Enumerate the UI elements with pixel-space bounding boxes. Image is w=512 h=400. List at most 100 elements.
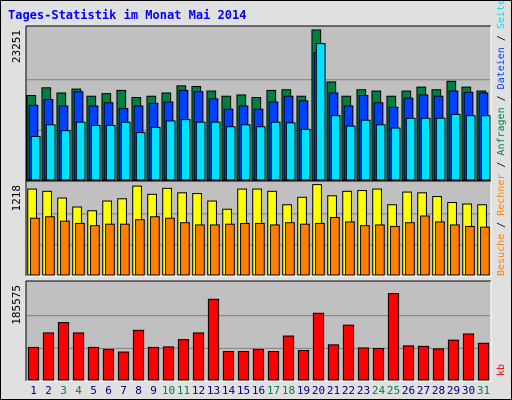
bar-bottom-kb-20: [312, 312, 325, 381]
bar-bottom-kb-19-rect: [297, 350, 310, 381]
bar-top-seiten-16: [255, 126, 266, 181]
x-tick-label: 27: [417, 384, 430, 397]
bar-top-seiten-15: [240, 124, 251, 181]
bar-top-seiten-27-rect: [420, 117, 431, 181]
legend-separator: /: [496, 89, 507, 107]
bar-middle-rechner-3-rect: [60, 220, 70, 276]
bar-bottom-kb-2-rect: [42, 332, 55, 381]
bar-bottom-kb-4-rect: [72, 332, 85, 381]
bar-middle-rechner-5-rect: [90, 225, 100, 276]
bar-bottom-kb-15: [237, 351, 250, 381]
bar-top-seiten-18: [285, 122, 296, 181]
bar-middle-rechner-18-rect: [285, 222, 295, 276]
x-tick-label: 29: [447, 384, 460, 397]
bar-top-seiten-23-rect: [360, 119, 371, 181]
bar-middle-rechner-1: [30, 217, 40, 276]
x-tick-label: 26: [402, 384, 415, 397]
bar-bottom-kb-3-rect: [57, 322, 70, 381]
bar-bottom-kb-14-rect: [222, 351, 235, 381]
bar-top-seiten-30: [465, 115, 476, 181]
bar-bottom-kb-28: [432, 348, 445, 381]
y-max-label: 1218: [10, 185, 23, 212]
bar-bottom-kb-18: [282, 335, 295, 381]
bar-top-seiten-6-rect: [105, 124, 116, 181]
legend-item-seiten: Seiten: [496, 1, 507, 29]
legend-separator: /: [496, 216, 507, 234]
bar-bottom-kb-5: [87, 346, 100, 381]
bar-middle-rechner-16-rect: [255, 222, 265, 276]
x-tick-label: 21: [327, 384, 340, 397]
bar-bottom-kb-11: [177, 339, 190, 381]
bar-top-seiten-22-rect: [345, 125, 356, 181]
bar-top-seiten-19: [300, 128, 311, 181]
bar-bottom-kb-8-rect: [132, 329, 145, 381]
bar-top-seiten-23: [360, 119, 371, 181]
bar-bottom-kb-21-rect: [327, 344, 340, 381]
bar-middle-rechner-27-rect: [420, 215, 430, 276]
bar-middle-rechner-21: [330, 216, 340, 276]
bar-bottom-kb-26-rect: [402, 345, 415, 381]
bar-bottom-kb-22: [342, 324, 355, 381]
bar-top-seiten-29: [450, 113, 461, 181]
legend-item-dateien: Dateien: [496, 47, 507, 89]
bar-top-seiten-3: [60, 130, 71, 181]
bar-middle-rechner-17-rect: [270, 224, 280, 276]
bar-bottom-kb-30-rect: [462, 333, 475, 381]
x-tick-label: 4: [75, 384, 82, 397]
bar-bottom-kb-12: [192, 332, 205, 381]
x-tick-label: 28: [432, 384, 445, 397]
bar-middle-rechner-30: [465, 225, 475, 276]
x-tick-label: 2: [45, 384, 52, 397]
bar-bottom-kb-10-rect: [162, 346, 175, 381]
bar-bottom-kb-24-rect: [372, 347, 385, 381]
bar-middle-rechner-24-rect: [375, 224, 385, 276]
bar-top-seiten-24: [375, 124, 386, 181]
bar-middle-rechner-26: [405, 222, 415, 276]
bar-middle-rechner-29: [450, 224, 460, 276]
bar-bottom-kb-1: [27, 346, 40, 381]
bar-top-seiten-4: [75, 121, 86, 181]
bar-top-seiten-17-rect: [270, 121, 281, 181]
bar-middle-rechner-28: [435, 221, 445, 276]
bar-top-seiten-8: [135, 132, 146, 181]
x-tick-label: 12: [192, 384, 205, 397]
legend-separator: /: [496, 29, 507, 47]
chart-title: Tages-Statistik im Monat Mai 2014: [8, 8, 247, 22]
bar-bottom-kb-22-rect: [342, 324, 355, 381]
bar-bottom-kb-10: [162, 346, 175, 381]
bar-top-seiten-20-rect: [315, 43, 326, 181]
bar-top-seiten-6: [105, 124, 116, 181]
bar-top-seiten-12: [195, 121, 206, 181]
bar-bottom-kb-13: [207, 298, 220, 381]
bar-middle-rechner-8-rect: [135, 219, 145, 276]
x-tick-label: 5: [90, 384, 97, 397]
bar-top-seiten-7: [120, 121, 131, 181]
bar-top-seiten-28: [435, 117, 446, 181]
bar-top-seiten-8-rect: [135, 132, 146, 181]
x-tick-label: 20: [312, 384, 325, 397]
bar-middle-rechner-26-rect: [405, 222, 415, 276]
bar-bottom-kb-16: [252, 348, 265, 381]
bar-middle-rechner-17: [270, 224, 280, 276]
bar-middle-rechner-31: [480, 226, 490, 276]
legend-item-rechner: Rechner: [496, 174, 507, 216]
bar-top-seiten-15-rect: [240, 124, 251, 181]
bar-top-seiten-13-rect: [210, 121, 221, 181]
bar-top-seiten-7-rect: [120, 121, 131, 181]
bar-top-seiten-4-rect: [75, 121, 86, 181]
bar-bottom-kb-26: [402, 345, 415, 381]
bar-top-seiten-5: [90, 124, 101, 181]
bar-bottom-kb-17-rect: [267, 351, 280, 381]
bar-middle-rechner-18: [285, 222, 295, 276]
bar-middle-rechner-11: [180, 222, 190, 276]
bar-top-seiten-13: [210, 121, 221, 181]
bar-middle-rechner-14-rect: [225, 223, 235, 276]
bar-bottom-kb-1-rect: [27, 346, 40, 381]
bar-top-seiten-22: [345, 125, 356, 181]
legend-top-middle: Besuche / Rechner / Anfragen / Dateien /…: [496, 1, 507, 276]
bar-top-seiten-31: [480, 115, 491, 181]
bar-middle-rechner-22-rect: [345, 221, 355, 276]
x-tick-label: 10: [162, 384, 175, 397]
